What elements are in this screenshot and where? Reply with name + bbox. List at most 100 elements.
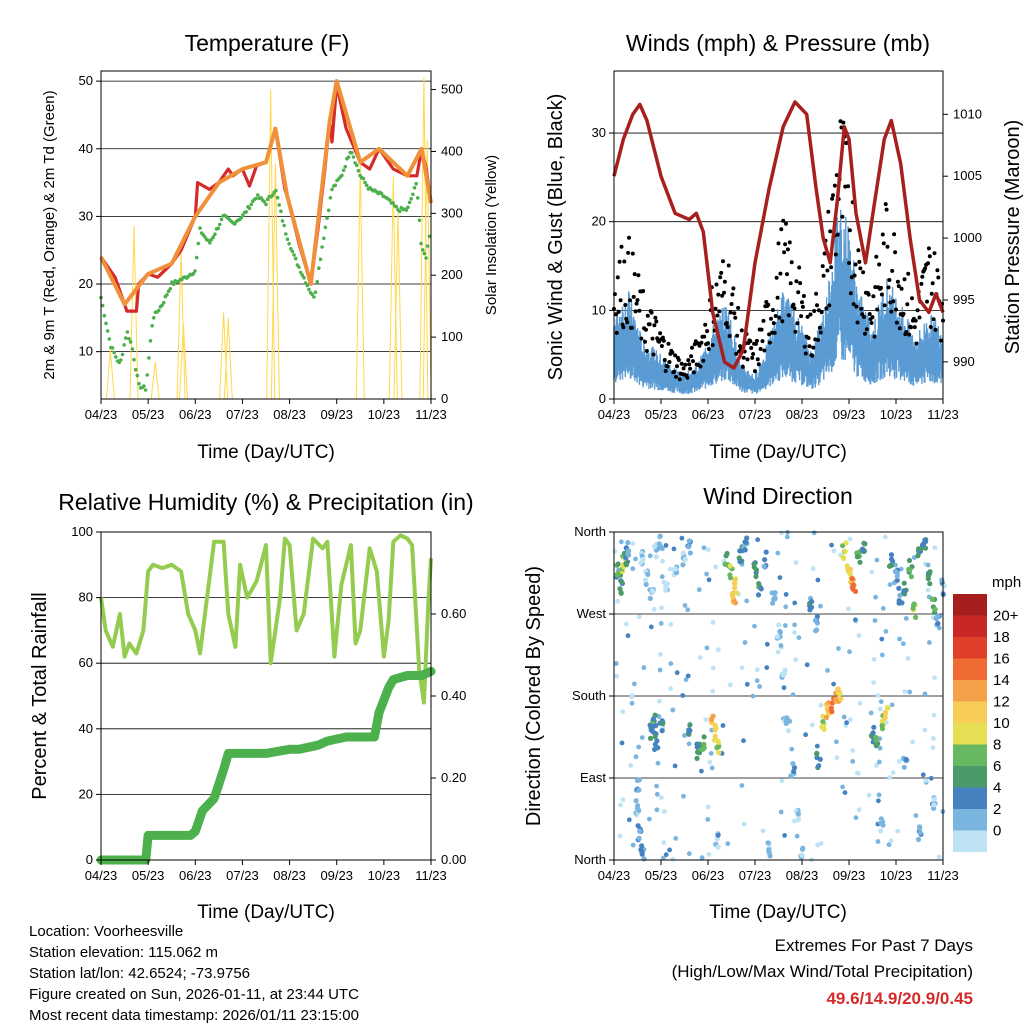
direction-point xyxy=(687,727,693,734)
gust-point xyxy=(615,275,620,280)
y-right-tick-label: 0.00 xyxy=(441,852,466,867)
direction-point xyxy=(917,825,923,831)
direction-point xyxy=(853,815,859,821)
direction-point xyxy=(655,760,661,766)
direction-point xyxy=(744,598,750,604)
direction-point xyxy=(641,665,647,671)
direction-point xyxy=(652,734,658,740)
direction-point xyxy=(910,605,916,611)
direction-point xyxy=(825,668,830,673)
gust-point xyxy=(881,241,886,246)
y-tick-label: 40 xyxy=(79,721,93,736)
dewpoint-point xyxy=(318,257,323,262)
direction-point xyxy=(767,853,773,859)
gust-point xyxy=(753,369,757,374)
direction-point xyxy=(705,817,711,822)
dewpoint-point xyxy=(364,183,369,188)
direction-point xyxy=(625,540,631,546)
station-info: Location: Voorheesville Station elevatio… xyxy=(29,923,359,1024)
solar-insolation-pulse xyxy=(105,349,115,400)
gust-point xyxy=(904,330,909,334)
dewpoint-point xyxy=(315,280,320,284)
dewpoint-point xyxy=(330,187,334,192)
dewpoint-point xyxy=(120,352,125,357)
x-tick-label: 09/23 xyxy=(833,868,866,883)
direction-point xyxy=(660,855,666,861)
direction-point xyxy=(888,838,894,844)
gust-point xyxy=(812,309,817,313)
direction-point xyxy=(652,746,658,753)
direction-point xyxy=(744,681,750,687)
x-tick-label: 08/23 xyxy=(273,407,306,422)
direction-point xyxy=(887,582,893,587)
y-tick-label: 30 xyxy=(79,208,93,223)
gust-point xyxy=(613,312,618,317)
gust-point xyxy=(699,340,704,345)
gust-point xyxy=(616,309,621,314)
direction-point xyxy=(739,665,745,671)
direction-point xyxy=(660,558,665,564)
colorbar-label: 8 xyxy=(993,737,1001,754)
dewpoint-point xyxy=(404,208,409,212)
direction-point xyxy=(799,852,805,858)
dewpoint-point xyxy=(198,226,202,230)
gust-point xyxy=(899,286,904,291)
y-tick-label: North xyxy=(574,524,606,539)
direction-point xyxy=(882,710,889,716)
direction-point xyxy=(831,681,836,687)
dewpoint-point xyxy=(422,251,427,256)
gust-point xyxy=(698,364,703,369)
gust-point xyxy=(691,370,696,375)
gust-point xyxy=(685,375,690,380)
solar-insolation-pulse xyxy=(388,176,398,400)
direction-point xyxy=(651,606,657,612)
temperature-9m-line xyxy=(99,79,433,307)
dewpoint-point xyxy=(102,313,107,318)
gust-point xyxy=(714,282,719,287)
gust-point xyxy=(932,251,937,256)
direction-point xyxy=(626,548,632,554)
gust-point xyxy=(715,313,720,318)
gust-point xyxy=(670,350,675,355)
direction-point xyxy=(725,841,731,847)
direction-point xyxy=(614,673,620,679)
gust-point xyxy=(923,266,928,271)
gust-point xyxy=(847,261,851,265)
direction-point xyxy=(704,571,709,577)
gust-point xyxy=(720,293,725,298)
gust-point xyxy=(910,296,914,301)
direction-point xyxy=(707,759,713,765)
gust-point xyxy=(895,279,900,284)
direction-point xyxy=(636,787,642,793)
gust-point xyxy=(706,347,711,351)
x-tick-label: 07/23 xyxy=(739,407,772,422)
gust-point xyxy=(939,338,944,343)
direction-point xyxy=(800,845,806,851)
dewpoint-point xyxy=(419,241,423,246)
direction-point xyxy=(681,793,686,799)
winds-ylabel: Sonic Wind & Gust (Blue, Black) xyxy=(545,94,567,381)
direction-point xyxy=(915,836,922,843)
direction-point xyxy=(850,759,856,764)
direction-point xyxy=(860,547,866,554)
x-tick-label: 04/23 xyxy=(85,868,118,883)
direction-point xyxy=(796,635,802,640)
gust-point xyxy=(647,322,652,327)
dewpoint-point xyxy=(421,248,425,252)
gust-point xyxy=(874,254,879,259)
temperature-gridlines xyxy=(101,80,431,353)
y-right-tick-label: 100 xyxy=(441,329,463,344)
direction-point xyxy=(755,537,761,543)
dewpoint-point xyxy=(340,173,344,178)
latest-timestamp-text: Most recent data timestamp: 2026/01/11 2… xyxy=(29,1007,359,1024)
gust-point xyxy=(705,329,710,334)
winds-panel: Winds (mph) & Pressure (mb) 0 10 20 30 990 99… xyxy=(545,30,1024,463)
direction-point xyxy=(884,704,891,711)
direction-point xyxy=(894,577,900,583)
direction-point xyxy=(823,714,830,721)
colorbar-swatch xyxy=(953,766,987,788)
direction-point xyxy=(663,587,669,593)
gust-point xyxy=(798,281,803,286)
gust-point xyxy=(816,338,820,342)
